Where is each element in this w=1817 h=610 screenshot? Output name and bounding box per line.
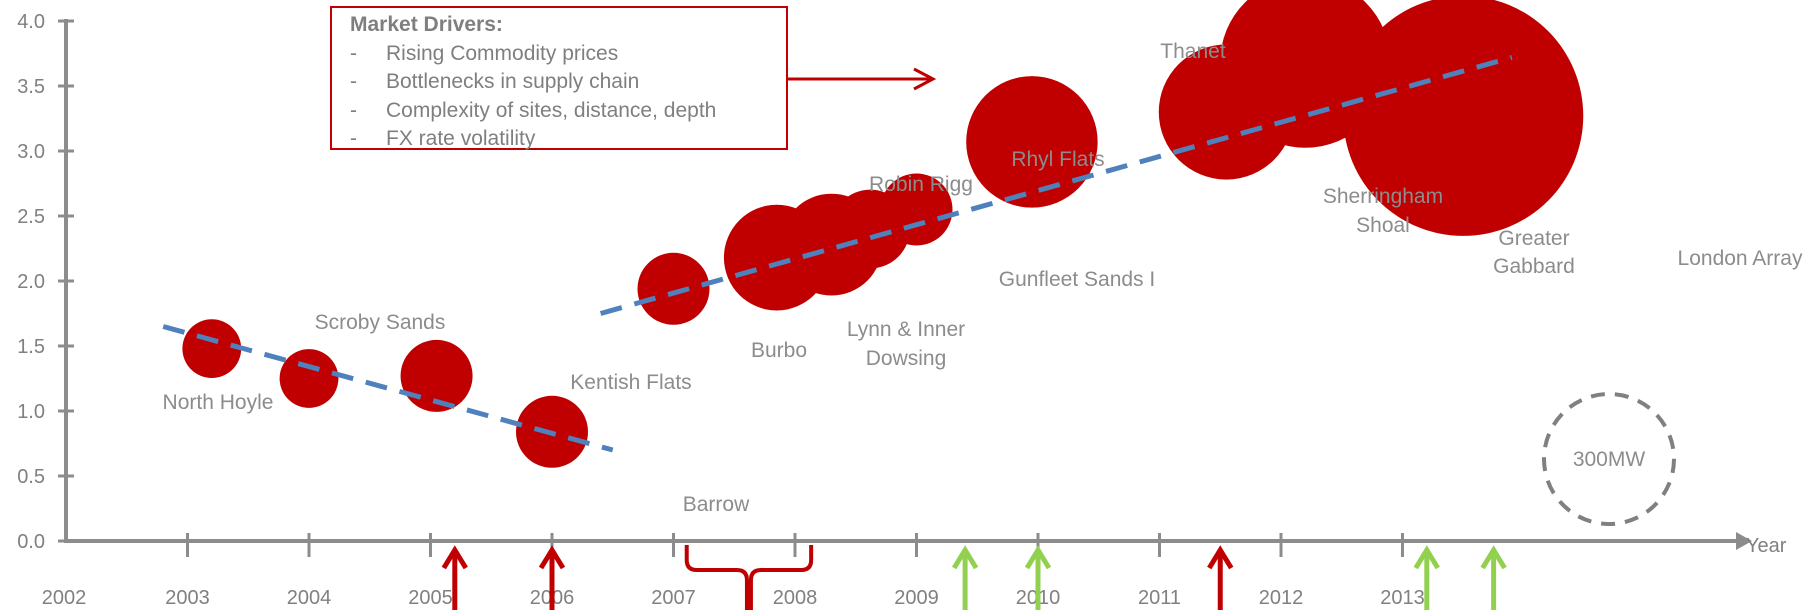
up-arrow-head bbox=[441, 545, 468, 570]
driver-bullet: - bbox=[350, 70, 357, 93]
bubble-label: Sherringham Shoal bbox=[1323, 185, 1443, 237]
x-tick-label: 2008 bbox=[773, 587, 818, 609]
x-tick-label: 2003 bbox=[165, 587, 210, 609]
x-tick-label: 2013 bbox=[1380, 587, 1425, 609]
x-axis-label: Year bbox=[1746, 535, 1787, 557]
x-tick-label: 2011 bbox=[1138, 587, 1181, 609]
bubble-label: North Hoyle bbox=[163, 391, 274, 414]
bubble-label: Robin Rigg bbox=[869, 173, 973, 196]
driver-item: - Bottlenecks in supply chain bbox=[350, 68, 774, 97]
y-tick-label: 4.0 bbox=[17, 11, 45, 33]
bubble bbox=[400, 339, 473, 412]
y-tick-label: 1.0 bbox=[17, 401, 45, 423]
reference-bubble-label: 300MW bbox=[1573, 448, 1646, 471]
y-tick-label: 2.5 bbox=[17, 206, 45, 228]
y-tick-label: 1.5 bbox=[17, 336, 45, 358]
driver-text: Rising Commodity prices bbox=[386, 41, 619, 65]
x-axis-arrowhead bbox=[1736, 532, 1752, 550]
y-tick-label: 0.0 bbox=[17, 531, 45, 553]
bubble-label: Rhyl Flats bbox=[1011, 148, 1104, 171]
driver-bullet: - bbox=[350, 41, 357, 65]
up-arrow-head bbox=[1207, 545, 1234, 570]
bubble-label: Scroby Sands bbox=[315, 311, 446, 334]
x-tick-label: 2007 bbox=[651, 587, 696, 609]
bubble-label: Gunfleet Sands I bbox=[999, 268, 1155, 291]
reference-bubble bbox=[1542, 392, 1676, 526]
y-tick-label: 0.5 bbox=[17, 466, 45, 488]
bubble bbox=[182, 319, 242, 378]
bubble-label: Barrow bbox=[683, 493, 750, 516]
bubble-label: Burbo bbox=[751, 339, 807, 362]
trend-line bbox=[162, 324, 614, 453]
driver-text: Bottlenecks in supply chain bbox=[386, 70, 640, 93]
bubble-label: London Array bbox=[1678, 247, 1803, 270]
driver-item: - Complexity of sites, distance, depth bbox=[350, 97, 774, 126]
up-arrow-head bbox=[1480, 545, 1507, 570]
drivers-arrowhead bbox=[913, 67, 937, 91]
up-arrow-head bbox=[951, 545, 979, 570]
x-tick-label: 2009 bbox=[894, 587, 939, 609]
up-arrow-head bbox=[1024, 545, 1052, 570]
trend-line bbox=[599, 54, 1513, 316]
driver-bullet: - bbox=[350, 98, 357, 122]
bubble bbox=[966, 76, 1098, 208]
market-drivers-title: Market Drivers: bbox=[350, 13, 503, 36]
bubble-label: Lynn & Inner Dowsing bbox=[847, 318, 965, 370]
bubble bbox=[279, 349, 339, 408]
bubble-label: Thanet bbox=[1160, 40, 1226, 63]
up-arrow-head bbox=[538, 545, 566, 570]
x-tick-label: 2012 bbox=[1259, 587, 1304, 609]
bubble bbox=[880, 173, 953, 246]
bubble-label: Greater Gabbard bbox=[1493, 227, 1575, 278]
driver-item: - Rising Commodity prices bbox=[350, 40, 774, 69]
bubble bbox=[637, 252, 710, 325]
driver-bullet: - bbox=[350, 127, 357, 150]
bubble-label: Kentish Flats bbox=[570, 371, 691, 394]
x-tick-label: 2002 bbox=[42, 587, 87, 609]
y-tick-label: 3.5 bbox=[17, 76, 45, 98]
driver-text: Complexity of sites, distance, depth bbox=[386, 98, 717, 122]
y-tick-label: 2.0 bbox=[17, 271, 45, 293]
y-tick-label: 3.0 bbox=[17, 141, 45, 163]
x-tick-label: 2005 bbox=[408, 587, 453, 609]
bubble bbox=[1343, 0, 1584, 236]
up-arrow-head bbox=[1413, 545, 1440, 570]
driver-text: FX rate volatility bbox=[386, 127, 536, 150]
x-tick-label: 2004 bbox=[287, 587, 332, 609]
curly-brace bbox=[684, 545, 814, 610]
driver-item: - FX rate volatility bbox=[350, 125, 774, 154]
market-drivers-box: Market Drivers: - Rising Commodity price… bbox=[330, 6, 788, 150]
